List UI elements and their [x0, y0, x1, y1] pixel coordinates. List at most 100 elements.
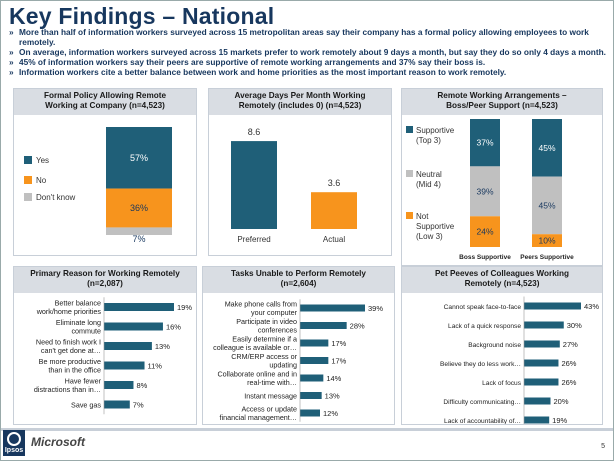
days-per-month-panel: Average Days Per Month Working Remotely …	[208, 88, 392, 256]
bar	[104, 400, 130, 409]
panel-title-line: Working at Company (n=4,523)	[45, 101, 165, 110]
data-label: 45%	[538, 143, 555, 153]
data-label: 17%	[331, 357, 346, 366]
category-label: updating	[269, 361, 297, 370]
legend-swatch	[406, 212, 413, 219]
tasks-unable-panel: Tasks Unable to Perform Remotely (n=2,60…	[202, 266, 395, 425]
category-label: your computer	[251, 308, 298, 317]
panel-title-line: Remote Working Arrangements –	[437, 91, 567, 100]
ipsos-logo-mark	[7, 432, 21, 446]
data-label: 7%	[133, 401, 144, 410]
bar	[524, 340, 560, 348]
category-label: commute	[71, 327, 101, 336]
panel-title-line: Remotely (n=4,523)	[464, 279, 540, 288]
category-label: Lack of focus	[482, 380, 522, 387]
legend-label: Yes	[36, 156, 49, 165]
legend-label: No	[36, 176, 47, 185]
panel-title-line: Boss/Peer Support (n=4,523)	[446, 101, 558, 110]
data-label: 57%	[130, 153, 148, 163]
bar	[524, 302, 581, 310]
stack-segment	[532, 119, 562, 177]
bullet-item: More than half of information workers su…	[9, 27, 609, 47]
bar	[300, 409, 320, 417]
category-label: Have fewer	[65, 377, 102, 386]
bar	[300, 322, 347, 329]
bar	[300, 392, 322, 399]
data-label: 19%	[177, 303, 192, 312]
data-label: 26%	[561, 359, 576, 368]
category-label: Save gas	[71, 401, 101, 410]
panel-title-line: Remotely (includes 0) (n=4,523)	[238, 101, 362, 110]
bar	[300, 339, 329, 347]
panel-title-line: Pet Peeves of Colleagues Working	[434, 269, 570, 278]
category-label: Eliminate long	[56, 318, 101, 327]
page-number: 5	[601, 443, 605, 450]
data-label: 13%	[155, 342, 170, 351]
legend-label: Neutral	[416, 170, 442, 179]
bar	[311, 192, 357, 229]
key-findings-list: More than half of information workers su…	[9, 27, 609, 77]
data-label: 17%	[331, 339, 346, 348]
stack-segment	[470, 216, 500, 247]
data-label: 10%	[538, 236, 555, 246]
category-label: colleague is available or…	[213, 343, 297, 352]
data-label: 16%	[166, 323, 181, 332]
data-label: 37%	[476, 138, 493, 148]
bullet-item: Information workers cite a better balanc…	[9, 67, 609, 77]
category-label: real-time with…	[247, 378, 297, 387]
category-label: can't get done at…	[41, 346, 101, 355]
tick-label: Peers Supportive	[520, 254, 574, 261]
data-label: 43%	[584, 302, 599, 311]
primary-reason-panel: Primary Reason for Working Remotely (n=2…	[13, 266, 197, 425]
category-label: Believe they do less work…	[440, 361, 521, 368]
category-label: Easily determine if a	[232, 335, 297, 344]
data-label: 36%	[130, 203, 148, 213]
data-label: 20%	[554, 397, 569, 406]
legend-label: (Low 3)	[416, 232, 443, 241]
data-label: 45%	[538, 200, 555, 210]
legend-label: (Mid 4)	[416, 180, 441, 189]
panel-title: Remote Working Arrangements – Boss/Peer …	[402, 89, 602, 115]
bar	[524, 321, 564, 329]
data-label: 3.6	[328, 178, 341, 188]
data-label: 19%	[552, 416, 567, 424]
stack-segment	[470, 119, 500, 167]
days-per-month-chart: 8.6 Preferred 3.6 Actual	[231, 127, 357, 244]
bar	[300, 357, 329, 364]
data-label: 7%	[132, 234, 145, 244]
legend-label: Supportive	[416, 126, 455, 135]
data-label: 27%	[563, 340, 578, 349]
category-label: Collaborate online and in	[217, 370, 297, 379]
data-label: 26%	[561, 378, 576, 387]
data-label: 11%	[148, 362, 163, 371]
stack-segment	[470, 166, 500, 217]
stack-segment	[532, 176, 562, 235]
legend-label: Don't know	[36, 193, 76, 202]
data-label: 8.6	[248, 127, 261, 137]
data-label: 28%	[350, 322, 365, 331]
category-label: Participate in video	[236, 317, 297, 326]
boss-peer-support-panel: Remote Working Arrangements – Boss/Peer …	[401, 88, 603, 266]
category-label: work/home priorities	[36, 307, 102, 316]
legend-label: Supportive	[416, 222, 455, 231]
tick-label: Preferred	[237, 235, 270, 244]
bar	[104, 381, 134, 389]
legend-swatch	[406, 126, 413, 133]
pet-peeves-chart: 43% Cannot speak face-to-face 30% Lack of a…	[440, 296, 599, 424]
data-label: 13%	[325, 392, 340, 401]
category-label: than in the office	[48, 366, 101, 375]
bar	[300, 374, 324, 382]
bar	[104, 342, 152, 350]
panel-title: Tasks Unable to Perform Remotely (n=2,60…	[203, 267, 394, 293]
bar	[300, 304, 365, 312]
category-label: Lack of accountability of…	[444, 418, 521, 424]
data-label: 12%	[323, 409, 338, 418]
formal-policy-panel: Formal Policy Allowing Remote Working at…	[13, 88, 197, 256]
microsoft-logo: Microsoft	[31, 435, 85, 449]
category-label: Need to finish work I	[36, 338, 101, 347]
data-label: 24%	[476, 227, 493, 237]
boss-peer-support-chart: 37% 39% 24% Boss Supportive 45% 45% 10% Peers S…	[406, 119, 574, 261]
category-label: Lack of a quick response	[448, 323, 521, 330]
